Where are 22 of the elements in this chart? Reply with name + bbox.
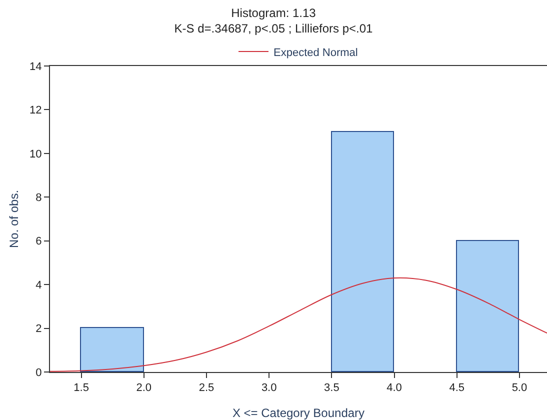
y-axis-title: No. of obs. (6, 190, 21, 248)
chart-subtitle: K-S d=.34687, p<.05 ; Lilliefors p<.01 (174, 21, 374, 36)
y-tick-label: 8 (36, 192, 42, 204)
y-tick-label: 0 (36, 366, 42, 379)
x-tick-label: 3.5 (324, 382, 340, 394)
x-tick-label: 2.0 (136, 382, 152, 394)
x-tick-label: 3.0 (261, 382, 277, 394)
y-tick-label: 4 (36, 279, 42, 292)
y-tick-label: 6 (36, 236, 42, 248)
x-tick-label: 4.0 (386, 382, 402, 394)
y-tick-label: 10 (30, 148, 42, 160)
x-tick-label: 5.0 (512, 382, 528, 394)
y-tick-label: 12 (30, 104, 42, 117)
chart-title: Histogram: 1.13 (231, 6, 316, 20)
line-series (50, 277, 547, 372)
x-tick-label: 2.5 (198, 382, 214, 394)
y-tick-label: 2 (36, 323, 42, 336)
legend-label: Expected Normal (274, 46, 358, 59)
x-axis-title: X <= Category Boundary (232, 406, 365, 420)
x-tick-label: 4.5 (449, 382, 465, 394)
x-tick-label: 1.5 (74, 382, 89, 394)
y-tick-label: 14 (30, 60, 42, 73)
